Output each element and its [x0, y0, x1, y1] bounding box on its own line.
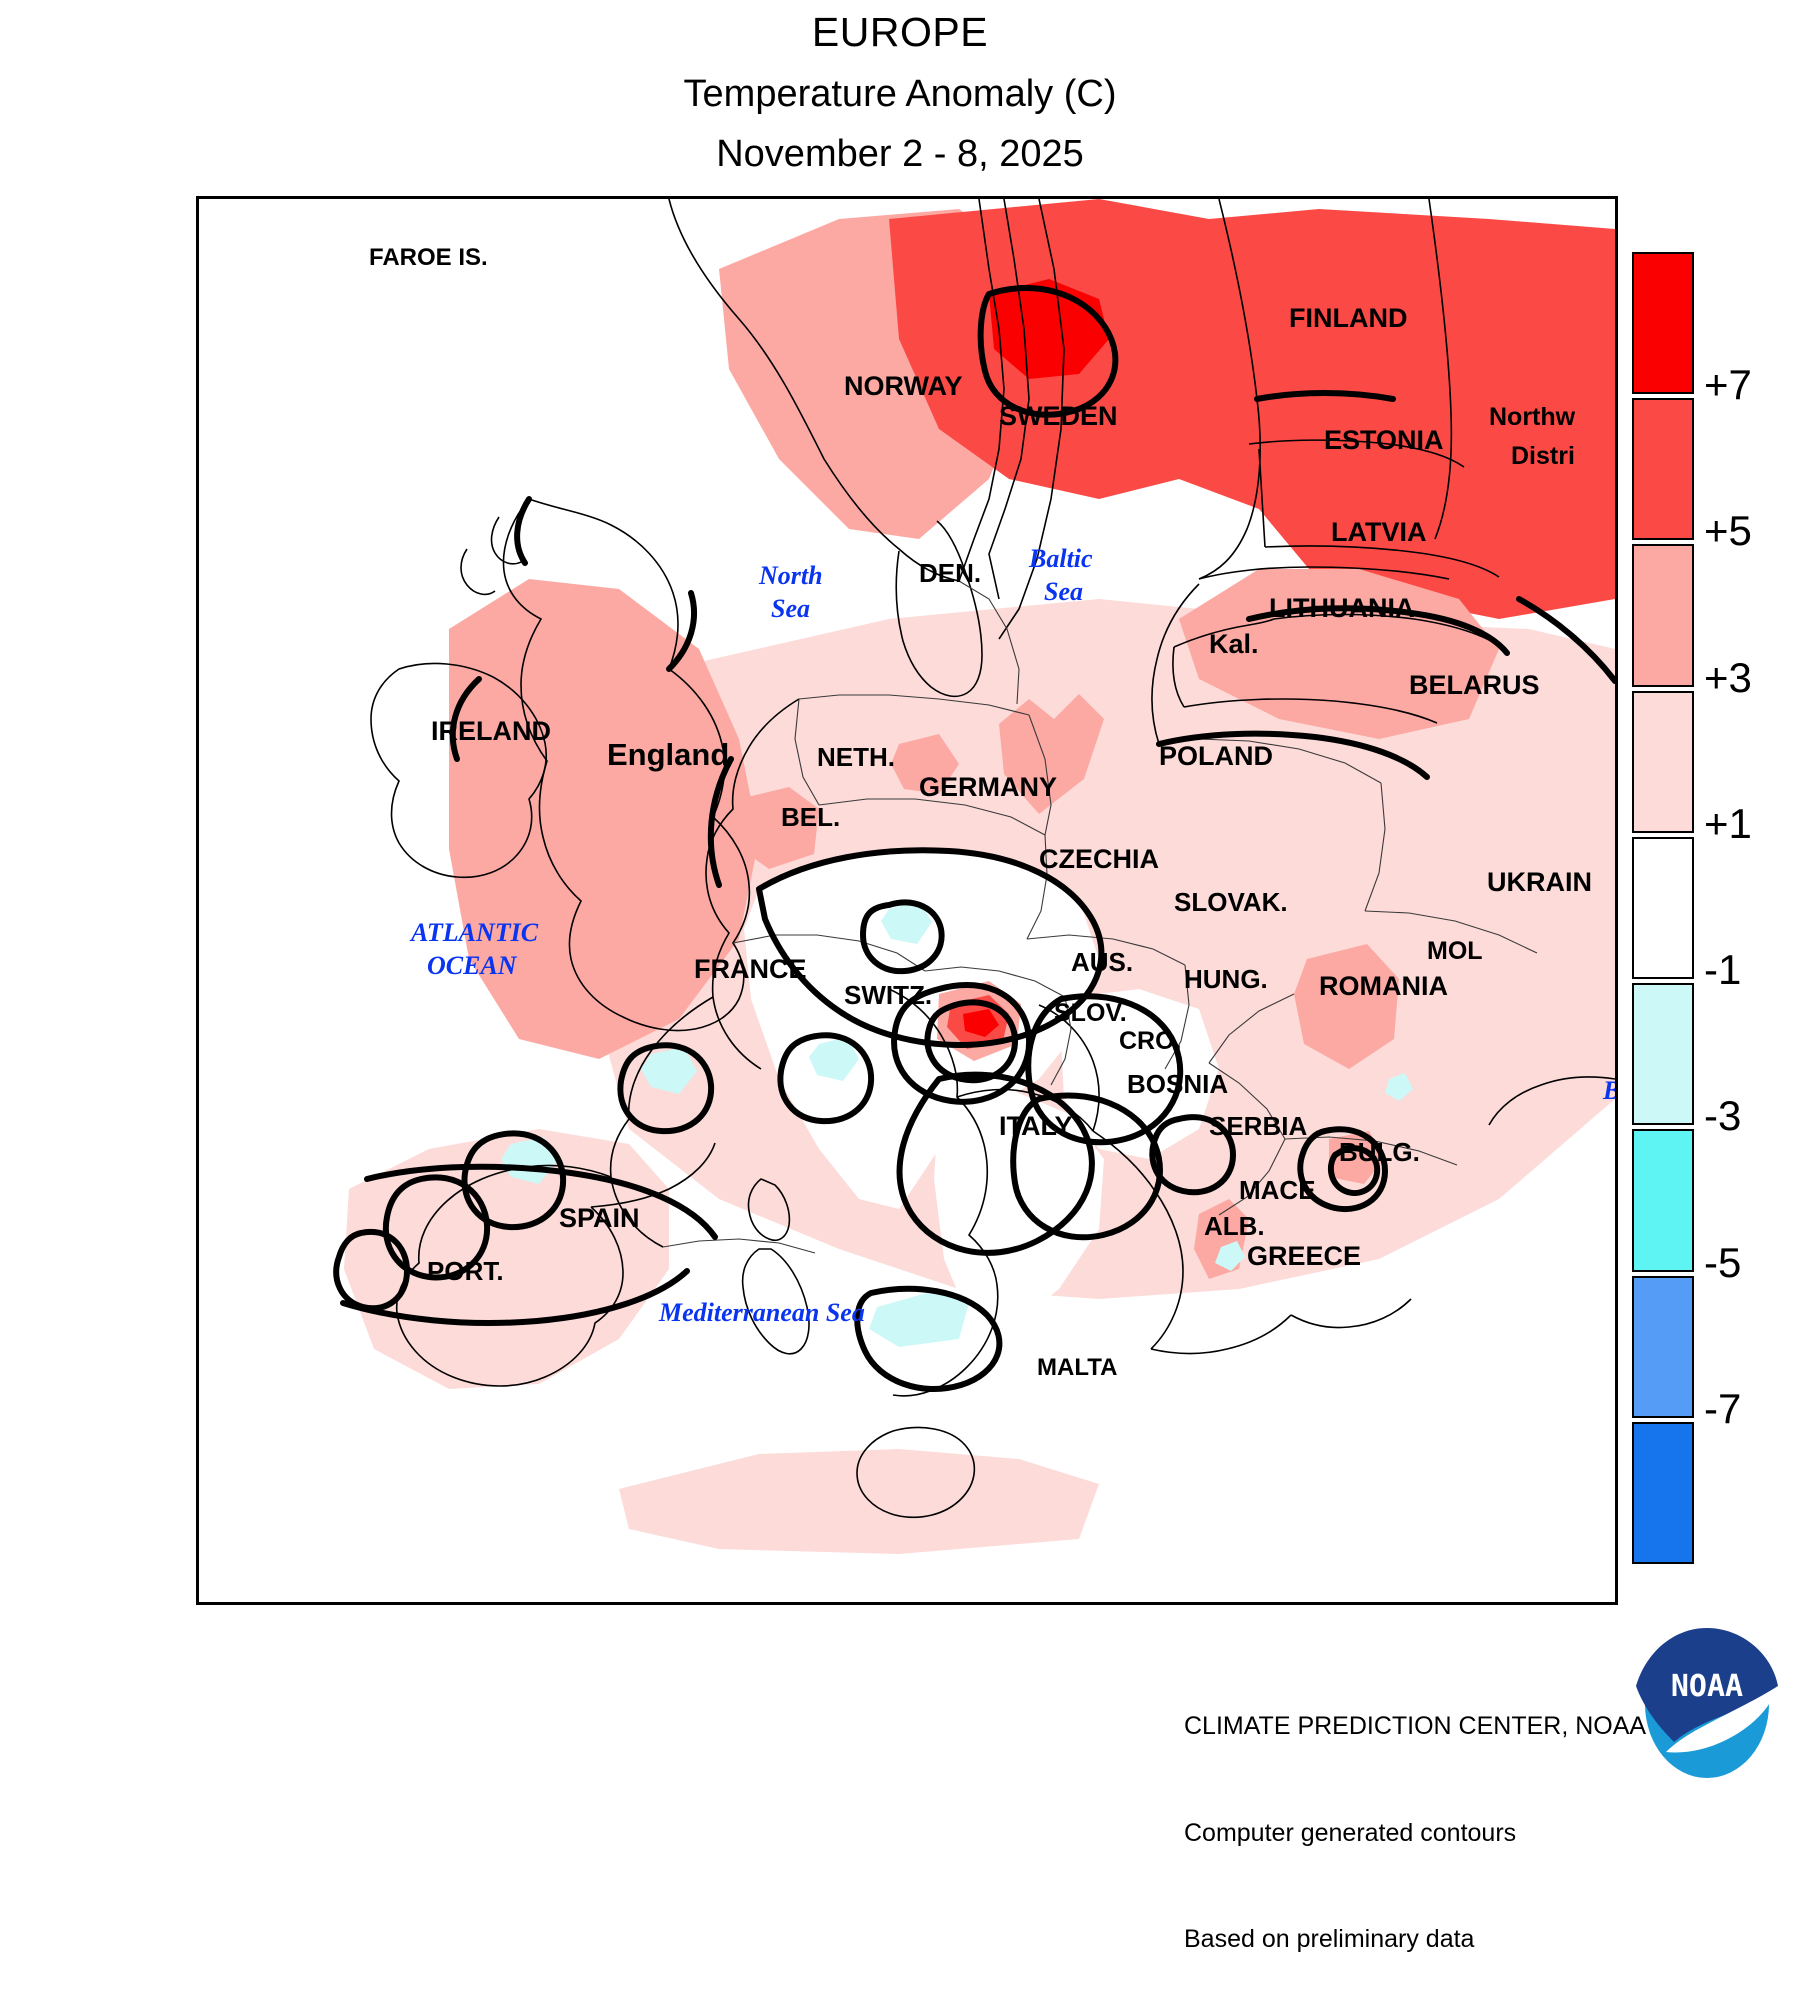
legend-tick-minus5: -5 [1704, 1238, 1742, 1286]
sea-label-layer: North Sea Baltic Sea ATLANTIC OCEAN Mediterran… [409, 544, 1615, 1327]
map-label-czechia: CZECHIA [1039, 844, 1159, 874]
map-label-sweden: SWEDEN [999, 401, 1118, 431]
map-label-poland: POLAND [1159, 741, 1273, 771]
map-panel[interactable]: FAROE IS. NORWAY SWEDEN FINLAND ESTONIA LATVI… [196, 196, 1618, 1605]
legend-swatch-7 [1632, 1275, 1694, 1418]
map-label-port: PORT. [427, 1256, 504, 1286]
map-label-bel: BEL. [781, 802, 840, 832]
colorbar-legend[interactable]: +7 +5 +3 +1 -1 -3 -5 -7 [1632, 252, 1800, 1564]
map-label-lithuania: LITHUANIA [1269, 593, 1414, 623]
legend-tick-plus1: +1 [1704, 799, 1752, 847]
sea-label-baltic: Baltic [1028, 544, 1093, 573]
map-label-italy: ITALY [999, 1111, 1073, 1141]
map-label-cro: CRO. [1119, 1027, 1182, 1055]
map-label-ireland: IRELAND [431, 716, 551, 746]
legend-tick-minus7: -7 [1704, 1384, 1742, 1432]
legend-tick-plus3: +3 [1704, 653, 1752, 701]
legend-swatch-4 [1632, 836, 1694, 980]
map-label-distri: Distri [1511, 442, 1575, 470]
sea-label-sea: Sea [771, 594, 810, 623]
legend-swatch-1 [1632, 398, 1694, 541]
map-label-mol: MOL [1427, 937, 1483, 965]
sea-label-mediterranean-sea: Mediterranean Sea [658, 1298, 865, 1327]
legend-tick-minus1: -1 [1704, 946, 1742, 994]
credit-line-3: Based on preliminary data [1184, 1925, 1475, 1953]
legend-swatch-6 [1632, 1129, 1694, 1272]
map-label-slovak: SLOVAK. [1174, 887, 1288, 917]
period-subtitle: November 2 - 8, 2025 [716, 133, 1084, 175]
legend-swatch-0 [1632, 252, 1694, 395]
map-label-hung: HUNG. [1184, 964, 1268, 994]
map-label-neth: NETH. [817, 742, 895, 772]
map-label-belarus: BELARUS [1409, 670, 1540, 700]
variable-subtitle: Temperature Anomaly (C) [683, 73, 1117, 115]
sea-label-north: North [758, 561, 823, 590]
country-label-layer: FAROE IS. NORWAY SWEDEN FINLAND ESTONIA LATVI… [369, 244, 1592, 1381]
map-label-aus: AUS. [1071, 947, 1133, 977]
map-label-mace: MACE [1239, 1175, 1316, 1205]
noaa-logo: NOAA [1636, 1628, 1778, 1778]
map-label-slov: SLOV. [1054, 999, 1127, 1027]
map-label-ukrain: UKRAIN [1487, 867, 1592, 897]
map-label-romania: ROMANIA [1319, 971, 1448, 1001]
contour-lines [333, 285, 1615, 1392]
map-label-estonia: ESTONIA [1324, 425, 1444, 455]
credit-line-1: CLIMATE PREDICTION CENTER, NOAA [1184, 1712, 1647, 1740]
legend-swatch-3 [1632, 690, 1694, 833]
map-label-kal: Kal. [1209, 629, 1259, 659]
sea-label-ocean: OCEAN [427, 951, 518, 980]
map-label-finland: FINLAND [1289, 303, 1407, 333]
map-label-norway: NORWAY [844, 371, 963, 401]
legend-swatch-5 [1632, 983, 1694, 1126]
map-label-faroe-is: FAROE IS. [369, 244, 488, 271]
page-title: EUROPE [811, 9, 989, 55]
map-label-alb: ALB. [1204, 1211, 1265, 1241]
map-label-france: FRANCE [694, 954, 807, 984]
title-block: EUROPE Temperature Anomaly (C) November … [0, 0, 1800, 175]
map-label-england: England [607, 737, 729, 772]
map-label-serbia: SERBIA [1209, 1111, 1307, 1141]
map-label-bulg: BULG. [1339, 1137, 1420, 1167]
map-label-den: DEN. [919, 558, 981, 588]
legend-swatch-8 [1632, 1421, 1694, 1564]
legend-tick-plus7: +7 [1704, 361, 1752, 409]
map-label-latvia: LATVIA [1331, 517, 1427, 547]
europe-anomaly-map[interactable]: FAROE IS. NORWAY SWEDEN FINLAND ESTONIA LATVI… [199, 199, 1615, 1602]
map-label-malta: MALTA [1037, 1354, 1117, 1381]
noaa-logo-text: NOAA [1671, 1669, 1743, 1704]
legend-tick-minus3: -3 [1704, 1092, 1742, 1140]
sea-label-b: B [1602, 1076, 1615, 1105]
map-label-spain: SPAIN [559, 1203, 640, 1233]
sea-label-atlantic: ATLANTIC [409, 918, 539, 947]
legend-swatch-2 [1632, 544, 1694, 687]
credit-block: CLIMATE PREDICTION CENTER, NOAA Computer… [1184, 1638, 1646, 1993]
map-label-bosnia: BOSNIA [1127, 1069, 1228, 1099]
map-label-northw: Northw [1489, 403, 1576, 431]
credit-line-2: Computer generated contours [1184, 1818, 1517, 1847]
map-label-switz: SWITZ. [844, 980, 932, 1010]
map-label-greece: GREECE [1247, 1241, 1361, 1271]
sea-label-sea: Sea [1044, 577, 1083, 606]
map-label-germany: GERMANY [919, 772, 1057, 802]
legend-tick-plus5: +5 [1704, 507, 1752, 555]
